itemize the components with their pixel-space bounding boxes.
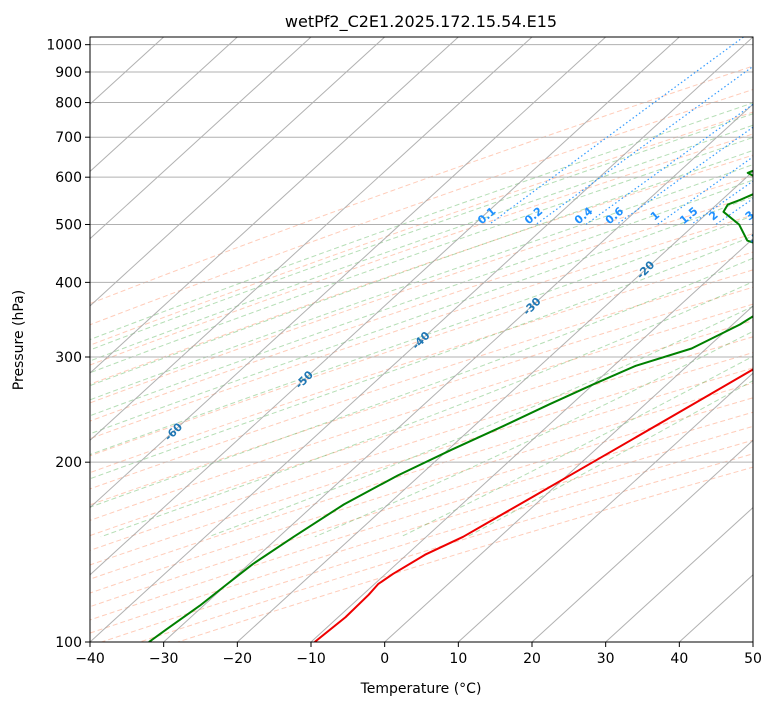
x-tick-label: −40 <box>75 651 105 667</box>
dry-adiabat <box>139 453 753 642</box>
moist-adiabat <box>90 215 753 456</box>
dry-adiabat <box>90 233 753 457</box>
dry-adiabat <box>90 214 753 440</box>
mixing-ratio-label: 3 <box>743 208 757 223</box>
mixing-ratio-labels: 0.10.20.40.611.52346810131620253036 <box>475 204 775 227</box>
isotherm-line <box>90 37 459 374</box>
chart-title: wetPf2_C2E1.2025.172.15.54.E15 <box>285 12 557 32</box>
x-tick-label: 0 <box>380 651 389 667</box>
moist-adiabat <box>100 281 753 538</box>
isotherm-line <box>236 170 753 642</box>
moist-adiabat <box>90 179 753 417</box>
isotherm-line <box>90 37 753 642</box>
moist-adiabat <box>400 355 753 538</box>
isotherm-line <box>752 641 753 642</box>
x-tick-label: 30 <box>597 651 615 667</box>
moist-adiabat <box>90 235 753 480</box>
dry-adiabat <box>177 466 753 642</box>
x-tick-label: 40 <box>670 651 688 667</box>
moist-adiabat <box>90 113 753 351</box>
isotherm-line <box>90 37 607 509</box>
isotherm-line <box>90 37 386 307</box>
mixing-ratio-label: 2 <box>707 208 721 223</box>
mixing-ratio-label: 1 <box>648 208 662 223</box>
x-tick-label: 10 <box>449 651 467 667</box>
moist-adiabat <box>90 124 753 362</box>
dry-adiabat <box>90 397 753 608</box>
isotherm-line <box>90 37 680 576</box>
mixing-ratio-label: 0.2 <box>522 205 545 227</box>
mixing-ratio-lines <box>488 37 753 225</box>
dry-adiabat <box>101 439 753 642</box>
isobar-lines <box>90 44 753 642</box>
mixing-ratio-line <box>535 65 753 225</box>
moist-adiabat <box>90 149 753 387</box>
mixing-ratio-line <box>585 103 753 225</box>
dry-adiabat <box>90 382 753 594</box>
dry-adiabat <box>90 195 753 422</box>
x-axis-ticks: −40 −30 −20 −10 0 10 20 30 40 50 <box>75 642 762 667</box>
isotherm-line <box>605 506 753 642</box>
moist-adiabat <box>90 257 753 508</box>
y-tick-label: 400 <box>55 275 82 291</box>
dry-adiabat <box>90 88 753 326</box>
y-axis-label: Pressure (hPa) <box>11 290 27 390</box>
isotherm-line <box>457 372 753 642</box>
mixing-ratio-label: 4 <box>769 208 775 223</box>
y-tick-label: 1000 <box>46 38 82 54</box>
y-tick-label: 800 <box>55 96 82 112</box>
dry-adiabat <box>90 65 753 305</box>
moist-adiabat <box>90 164 753 401</box>
plot-frame <box>89 36 754 643</box>
y-tick-label: 600 <box>55 170 82 186</box>
y-axis-ticks: 100 200 300 400 500 600 700 800 900 1000 <box>46 38 90 651</box>
dry-adiabat <box>90 133 753 366</box>
series-lines <box>148 169 753 642</box>
isotherm-line <box>90 37 533 442</box>
mixing-ratio-line <box>751 223 753 225</box>
dry-adiabat <box>90 251 753 474</box>
mixing-ratio-line <box>488 37 744 225</box>
y-tick-label: 300 <box>55 350 82 366</box>
isotherm-line <box>90 37 312 240</box>
mixing-ratio-label: 0.4 <box>572 204 596 227</box>
moist-adiabat <box>90 102 753 341</box>
dewpoint-line <box>148 169 753 642</box>
mixing-ratio-line <box>616 126 753 225</box>
x-tick-label: −10 <box>296 651 326 667</box>
dry-adiabat <box>90 175 753 404</box>
y-tick-label: 900 <box>55 65 82 81</box>
y-tick-label: 200 <box>55 455 82 471</box>
isotherm-line <box>90 37 238 173</box>
plot-area: -100-90-80-70-60-50-40-30-20-10010203040… <box>90 37 775 642</box>
y-tick-label: 700 <box>55 130 82 146</box>
y-tick-label: 100 <box>55 635 82 651</box>
moist-adiabat <box>90 136 753 374</box>
isotherm-line <box>310 237 753 642</box>
x-axis-label: Temperature (°C) <box>360 681 482 697</box>
mixing-ratio-line <box>715 197 753 225</box>
isotherm-line <box>531 439 753 642</box>
x-tick-label: 20 <box>523 651 541 667</box>
isotherm-line <box>163 103 753 642</box>
y-tick-label: 500 <box>55 217 82 233</box>
x-tick-label: 50 <box>744 651 762 667</box>
x-tick-label: −20 <box>223 651 253 667</box>
isotherm-line <box>384 305 753 642</box>
temperature-line <box>314 368 753 642</box>
isotherm-label: -10 <box>746 224 769 247</box>
x-tick-label: −30 <box>149 651 179 667</box>
background-lines <box>90 37 753 642</box>
mixing-ratio-line <box>657 156 753 225</box>
